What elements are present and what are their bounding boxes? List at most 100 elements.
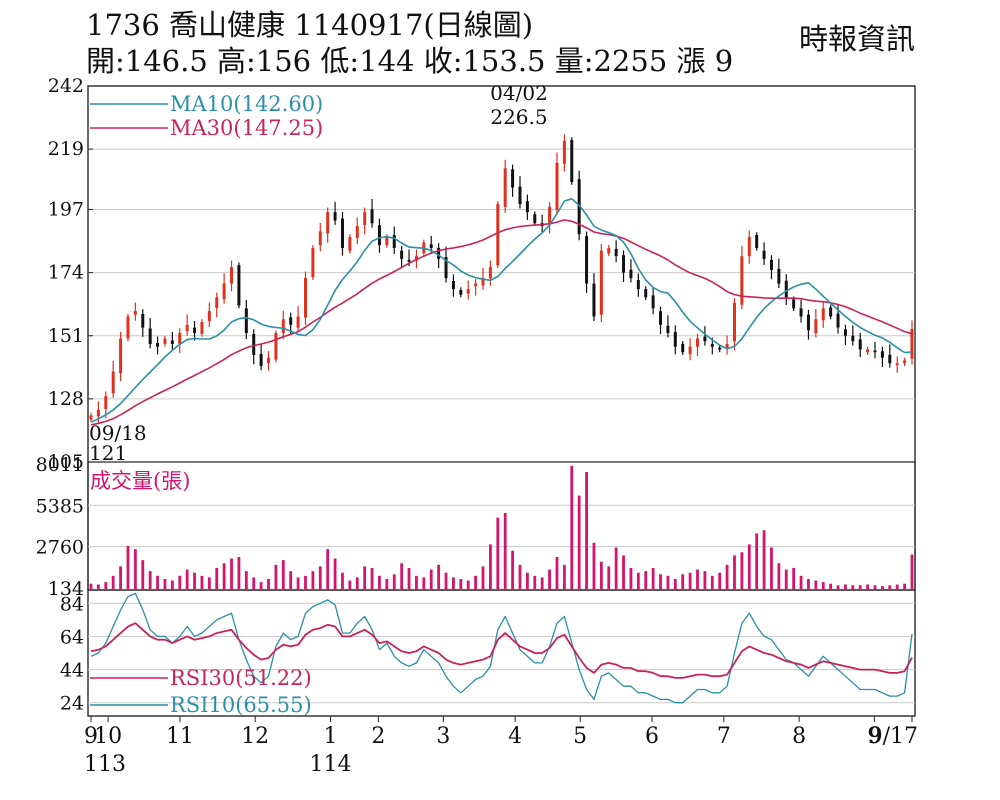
volume-bar [659,574,662,590]
volume-bar [163,578,167,590]
candle-body [267,357,271,364]
x-tick-label: 3 [436,724,450,749]
volume-bar [503,512,507,590]
price-tick-label: 128 [48,388,84,410]
candle-body [880,351,884,358]
volume-bar [592,542,596,590]
volume-bar [400,563,404,590]
candle-body [311,247,315,278]
volume-bars [89,465,914,590]
candle-body [725,343,729,349]
candle-body [784,280,788,298]
candle-body [355,225,359,238]
volume-bar [318,566,322,590]
candle-body [156,343,160,347]
candle-body [607,247,611,254]
volume-bar [681,574,685,590]
volume-bar [252,577,256,590]
price-tick-label: 197 [48,199,84,221]
candle-body [577,179,581,235]
x-tick-label: 6 [645,724,659,749]
volume-bar [903,583,907,590]
volume-bar [821,582,825,590]
volume-bar [644,571,648,590]
candle-body [252,333,256,355]
volume-bar [799,575,803,590]
rsi-tick-label: 84 [60,593,84,615]
price-tick-label: 219 [48,138,84,160]
volume-bar [304,575,307,590]
volume-bar [511,550,514,590]
year-label: 113 [84,752,126,777]
candle-body [259,354,263,366]
x-tick-label: 2 [371,724,385,749]
volume-bar [96,584,100,590]
rsi-legend-label: RSI10(65.55) [170,693,312,717]
candle-body [89,415,93,420]
volume-bar [452,577,455,590]
candle-body [888,354,892,364]
rsi-legend-label: RSI30(51.22) [170,666,312,690]
candle-body [681,343,685,353]
candle-body [377,225,381,246]
candle-body [111,371,115,394]
candle-body [437,247,441,259]
x-tick-label: 12 [241,724,269,749]
low-value-annotation: 121 [89,441,127,465]
volume-bar [156,575,159,590]
candle-body [777,268,781,284]
candle-body [392,235,396,248]
candle-body [696,338,700,347]
high-value-annotation: 226.5 [490,105,547,129]
candlesticks [89,134,914,423]
volume-bar [126,545,130,590]
volume-bar [688,572,692,590]
candle-body [237,265,241,306]
candle-body [141,313,145,328]
candle-body [119,338,123,374]
candle-body [326,212,330,234]
candle-body [866,349,870,353]
volume-bar [148,571,152,590]
volume-bar [437,564,441,590]
volume-bar [311,571,315,590]
volume-bar [666,575,670,590]
candle-body [688,346,692,355]
candle-body [821,308,825,321]
volume-bar [133,549,137,590]
candle-body [622,255,626,273]
candle-body [910,328,914,359]
candle-body [562,140,566,164]
volume-bar [296,577,300,590]
candle-body [555,162,559,210]
volume-bar [244,571,248,590]
volume-bar [710,575,714,590]
volume-bar [407,567,411,590]
volume-bar [185,569,189,590]
chart-title: 1736 喬山健康 1140917(日線圖) [86,8,534,42]
volume-bar [548,569,551,590]
x-tick-label: 8 [792,724,806,749]
volume-bar [851,585,855,590]
candle-body [451,280,455,290]
volume-bar [747,544,751,590]
candle-body [200,322,204,334]
volume-bar [533,575,537,590]
rsi30-line [90,622,913,679]
volume-bar [555,556,559,590]
panel-frames [87,85,916,717]
legends: MA10(142.60)MA30(147.25) 成交量(張) RSI30(51.2… [90,92,323,717]
volume-bar [326,549,330,590]
volume-bar [755,533,759,590]
candle-body [296,316,300,328]
candle-body [873,350,877,353]
rsi-tick-label: 44 [60,660,84,682]
volume-bar [363,566,367,590]
candle-body [318,231,322,246]
x-tick-label: 4 [508,724,522,749]
volume-bar [540,577,544,590]
x-tick-label: 9 [867,724,881,749]
volume-panel-title: 成交量(張) [90,469,190,493]
candle-body [806,314,810,331]
